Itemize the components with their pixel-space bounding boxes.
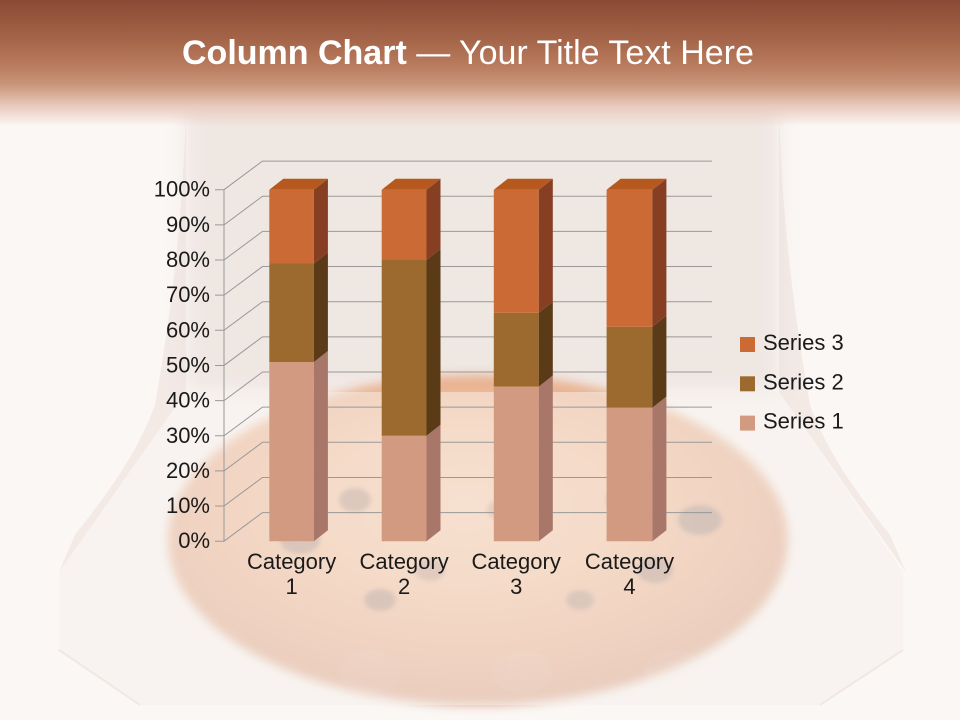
svg-text:Category: Category	[247, 549, 336, 574]
svg-text:10%: 10%	[166, 493, 210, 518]
svg-text:100%: 100%	[154, 177, 210, 202]
svg-text:1: 1	[285, 574, 297, 599]
svg-text:50%: 50%	[166, 353, 210, 378]
svg-text:Category: Category	[472, 549, 561, 574]
svg-text:Category: Category	[359, 549, 448, 574]
svg-text:3: 3	[510, 574, 522, 599]
svg-text:2: 2	[398, 574, 410, 599]
svg-text:Series 3: Series 3	[763, 330, 844, 355]
svg-text:4: 4	[623, 574, 635, 599]
svg-text:90%: 90%	[166, 212, 210, 237]
svg-text:40%: 40%	[166, 388, 210, 413]
svg-text:70%: 70%	[166, 282, 210, 307]
svg-text:80%: 80%	[166, 247, 210, 272]
svg-text:Series 2: Series 2	[763, 369, 844, 394]
svg-text:Series 1: Series 1	[763, 409, 844, 434]
svg-text:30%: 30%	[166, 423, 210, 448]
svg-text:60%: 60%	[166, 317, 210, 342]
svg-text:0%: 0%	[178, 528, 210, 553]
svg-text:Category: Category	[585, 549, 674, 574]
svg-text:20%: 20%	[166, 458, 210, 483]
